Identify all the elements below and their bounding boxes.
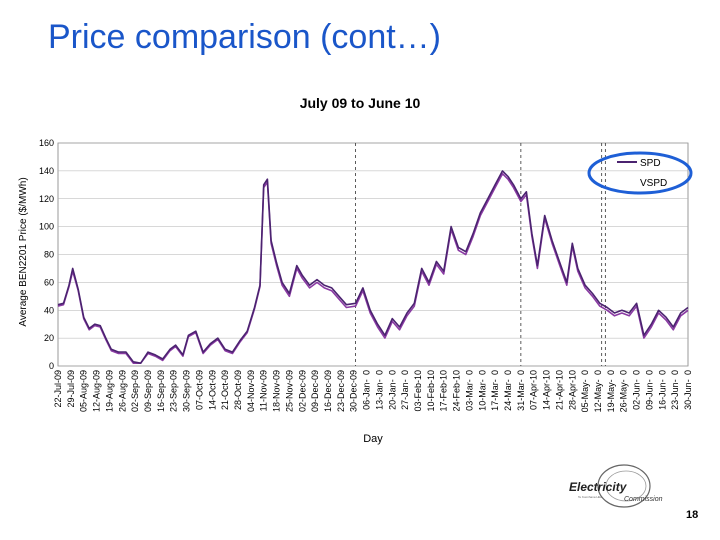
- x-tick-label: 22-Jul-09: [53, 370, 63, 408]
- x-tick-label: 30-Dec-09: [349, 370, 359, 412]
- y-tick-label: 20: [44, 333, 54, 343]
- y-tick-label: 100: [39, 222, 54, 232]
- x-tick-label: 02-Dec-09: [297, 370, 307, 412]
- x-tick-label: 10-Mar- 0: [477, 370, 487, 411]
- logo-text: Electricity: [569, 480, 628, 494]
- x-tick-label: 16-Dec-09: [323, 370, 333, 412]
- legend-label-spd: SPD: [640, 158, 661, 169]
- x-tick-label: 10-Feb-10: [426, 370, 436, 412]
- gridlines: [58, 142, 688, 367]
- x-tick-label: 26-Aug-09: [117, 370, 127, 412]
- x-tick-label: 21-Apr-10: [554, 370, 564, 410]
- series-line-spd: [57, 170, 689, 365]
- x-tick-label: 19-Aug-09: [104, 370, 114, 412]
- y-tick-label: 60: [44, 277, 54, 287]
- x-tick-label: 23-Sep-09: [169, 370, 179, 412]
- y-tick-label: 120: [39, 194, 54, 204]
- x-tick-label: 05-May- 0: [580, 370, 590, 412]
- y-tick-label: 40: [44, 305, 54, 315]
- x-tick-label: 06-Jan- 0: [362, 370, 372, 410]
- x-tick-label: 25-Nov-09: [284, 370, 294, 412]
- x-tick-label: 09-Dec-09: [310, 370, 320, 412]
- logo-subtext: Commission: [624, 496, 663, 503]
- x-tick-label: 07-Apr-10: [529, 370, 539, 410]
- x-tick-label: 27-Jan- 0: [400, 370, 410, 410]
- x-tick-label: 30-Jun- 0: [683, 370, 693, 410]
- y-axis-label: Average BEN2201 Price ($/MWh): [18, 177, 29, 326]
- x-tick-label: 20-Jan- 0: [387, 370, 397, 410]
- x-tick-label: 31-Mar- 0: [516, 370, 526, 411]
- x-tick-label: 03-Feb-10: [413, 370, 423, 412]
- x-tick-label: 28-Apr-10: [567, 370, 577, 410]
- vertical-markers: [355, 143, 606, 366]
- legend-highlight-ellipse: [587, 151, 693, 195]
- x-tick-label: 29-Jul-09: [66, 370, 76, 408]
- x-axis-label: Day: [363, 433, 383, 445]
- x-tick-label: 07-Oct-09: [194, 370, 204, 410]
- x-tick-label: 13-Jan- 0: [374, 370, 384, 410]
- y-tick-label: 80: [44, 250, 54, 260]
- x-tick-label: 02-Jun- 0: [632, 370, 642, 410]
- x-tick-label: 03-Mar- 0: [464, 370, 474, 411]
- x-tick-label: 30-Sep-09: [182, 370, 192, 412]
- page-number: 18: [686, 509, 699, 521]
- x-tick-label: 12-May- 0: [593, 370, 603, 412]
- x-tick-label: 23-Jun- 0: [670, 370, 680, 410]
- x-tick-label: 05-Aug-09: [79, 370, 89, 412]
- x-tick-label: 21-Oct-09: [220, 370, 230, 410]
- x-tick-label: 17-Mar- 0: [490, 370, 500, 411]
- y-tick-label: 160: [39, 138, 54, 148]
- x-tick-label: 11-Nov-09: [259, 370, 269, 411]
- logo-swirl-inner: [605, 470, 647, 502]
- x-tick-label: 16-Sep-09: [156, 370, 166, 412]
- legend-label-vspd: VSPD: [640, 178, 667, 189]
- y-tick-label: 140: [39, 166, 54, 176]
- x-tick-label: 26-May- 0: [619, 370, 629, 412]
- electricity-commission-logo: Electricity Commission Te Komihana Hiko: [569, 464, 663, 508]
- x-tick-label: 17-Feb-10: [439, 370, 449, 412]
- chart-title: July 09 to June 10: [300, 95, 421, 111]
- x-tick-label: 14-Apr-10: [542, 370, 552, 410]
- y-tick-labels: 0 20 40 60 80 100 120 140 160: [39, 138, 54, 371]
- x-tick-label: 23-Dec-09: [336, 370, 346, 412]
- x-tick-label: 09-Sep-09: [143, 370, 153, 412]
- x-tick-label: 14-Oct-09: [207, 370, 217, 410]
- x-tick-label: 09-Jun- 0: [644, 370, 654, 410]
- slide-title: Price comparison (cont…): [48, 18, 442, 56]
- legend: SPD VSPD: [587, 151, 693, 195]
- x-tick-label: 18-Nov-09: [272, 370, 282, 412]
- y-tick-label: 0: [49, 361, 54, 371]
- series-lines: [57, 170, 689, 365]
- x-tick-label: 16-Jun- 0: [657, 370, 667, 410]
- x-tick-label: 04-Nov-09: [246, 370, 256, 412]
- x-tick-label: 12-Aug-09: [92, 370, 102, 412]
- x-tick-label: 02-Sep-09: [130, 370, 140, 412]
- x-tick-label: 24-Mar- 0: [503, 370, 513, 411]
- x-tick-label: 24-Feb-10: [452, 370, 462, 412]
- x-tick-label: 28-Oct-09: [233, 370, 243, 410]
- x-tick-labels: 22-Jul-09 29-Jul-09 05-Aug-09 12-Aug-09 19-A…: [53, 370, 693, 412]
- series-line-vspd: [57, 172, 689, 365]
- x-tick-label: 19-May- 0: [606, 370, 616, 412]
- logo-swirl: [597, 464, 651, 508]
- logo-tagline: Te Komihana Hiko: [578, 495, 603, 499]
